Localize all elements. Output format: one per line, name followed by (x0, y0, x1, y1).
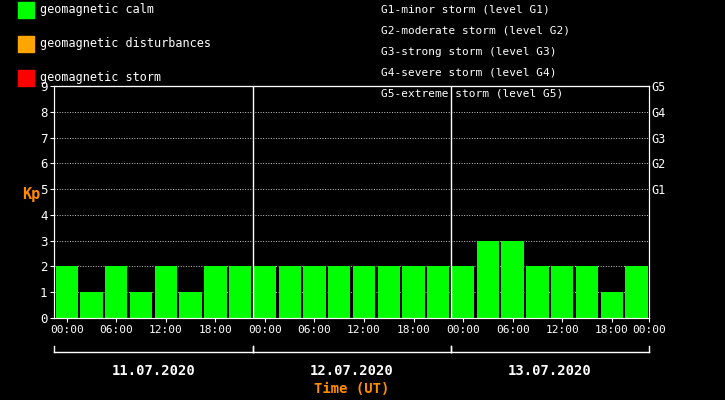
Bar (303, 266, 326, 318)
Text: G4-severe storm (level G4): G4-severe storm (level G4) (381, 68, 556, 78)
Bar (576, 266, 598, 318)
Bar (526, 266, 549, 318)
Bar (378, 266, 400, 318)
Bar (80, 292, 103, 318)
Text: G5-extreme storm (level G5): G5-extreme storm (level G5) (381, 88, 563, 98)
Text: G2-moderate storm (level G2): G2-moderate storm (level G2) (381, 26, 570, 36)
Text: 12.07.2020: 12.07.2020 (310, 364, 394, 378)
Bar (130, 292, 152, 318)
Text: geomagnetic calm: geomagnetic calm (40, 4, 154, 16)
Bar (600, 292, 623, 318)
Bar (551, 266, 573, 318)
Bar (56, 266, 78, 318)
Bar (278, 266, 301, 318)
Bar (180, 292, 202, 318)
Text: geomagnetic disturbances: geomagnetic disturbances (40, 38, 211, 50)
Bar (154, 266, 177, 318)
Text: G1-minor storm (level G1): G1-minor storm (level G1) (381, 5, 550, 15)
Bar (353, 266, 375, 318)
Text: G3-strong storm (level G3): G3-strong storm (level G3) (381, 47, 556, 57)
Bar (477, 241, 499, 318)
Text: 13.07.2020: 13.07.2020 (508, 364, 592, 378)
Bar (204, 266, 226, 318)
Text: Time (UT): Time (UT) (314, 382, 389, 396)
Y-axis label: Kp: Kp (22, 187, 41, 202)
Bar (626, 266, 647, 318)
Bar (452, 266, 474, 318)
Bar (328, 266, 350, 318)
Bar (502, 241, 523, 318)
Bar (105, 266, 128, 318)
Bar (427, 266, 450, 318)
Text: 11.07.2020: 11.07.2020 (112, 364, 195, 378)
Bar (402, 266, 425, 318)
Text: geomagnetic storm: geomagnetic storm (40, 72, 161, 84)
Bar (229, 266, 252, 318)
Bar (254, 266, 276, 318)
